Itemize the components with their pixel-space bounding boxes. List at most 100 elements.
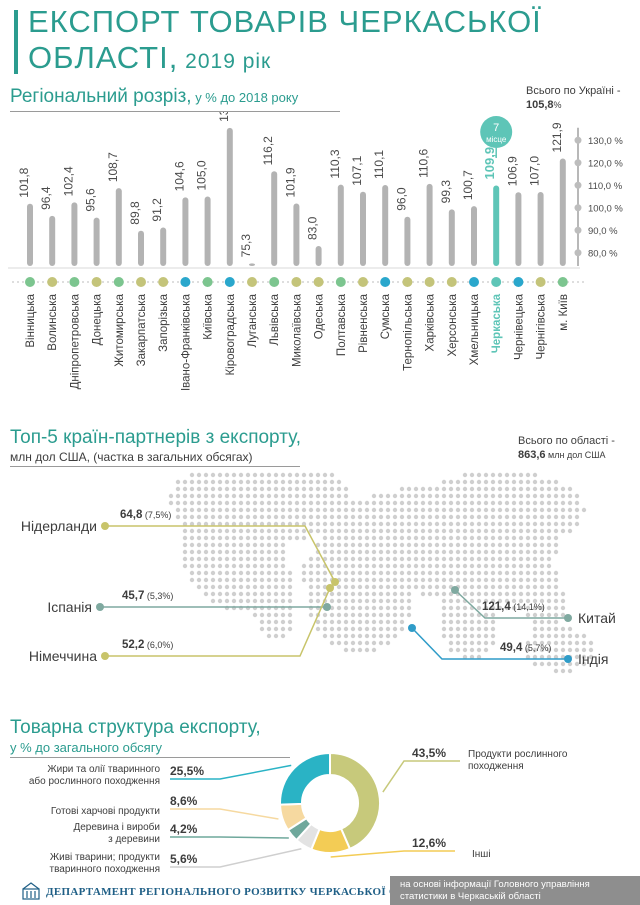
map-dot <box>196 507 202 513</box>
map-dot <box>427 493 433 499</box>
map-dot <box>210 535 216 541</box>
map-dot <box>546 661 552 667</box>
map-dot <box>532 535 538 541</box>
map-dot <box>287 514 293 520</box>
map-dot <box>392 584 398 590</box>
map-dot <box>525 521 531 527</box>
map-dot <box>462 605 468 611</box>
map-dot <box>406 570 412 576</box>
map-dot <box>539 619 545 625</box>
map-dot <box>455 486 461 492</box>
map-dot <box>406 542 412 548</box>
map-dot <box>574 654 580 660</box>
map-dot <box>588 640 594 646</box>
map-dot <box>266 479 272 485</box>
map-dot <box>343 598 349 604</box>
footer-source: на основі інформації Головного управлінн… <box>390 876 640 905</box>
map-dot <box>182 528 188 534</box>
bar <box>515 192 522 266</box>
map-dot <box>518 605 524 611</box>
map-dot <box>413 486 419 492</box>
map-dot <box>525 507 531 513</box>
map-dot <box>231 556 237 562</box>
map-dot <box>525 472 531 478</box>
map-dot <box>378 570 384 576</box>
region-dot <box>513 277 524 287</box>
partner-location-dot <box>323 603 331 611</box>
map-dot <box>392 570 398 576</box>
map-dot <box>413 535 419 541</box>
map-dot <box>511 528 517 534</box>
region-label: Полтавська <box>336 293 348 356</box>
map-dot <box>469 563 475 569</box>
map-dot <box>182 542 188 548</box>
map-dot <box>182 479 188 485</box>
map-dot <box>469 507 475 513</box>
map-dot <box>483 647 489 653</box>
map-dot <box>399 535 405 541</box>
map-dot <box>462 500 468 506</box>
map-dot <box>252 542 258 548</box>
map-dot <box>364 570 370 576</box>
map-dot <box>511 605 517 611</box>
map-dot <box>287 472 293 478</box>
map-dot <box>245 500 251 506</box>
map-dot <box>175 479 181 485</box>
map-dot <box>308 486 314 492</box>
map-dot <box>497 528 503 534</box>
map-dot <box>546 647 552 653</box>
map-dot <box>392 507 398 513</box>
map-dot <box>532 654 538 660</box>
map-dot <box>294 493 300 499</box>
map-dot <box>245 570 251 576</box>
map-dot <box>203 472 209 478</box>
map-dot <box>483 598 489 604</box>
map-dot <box>385 500 391 506</box>
map-dot <box>504 486 510 492</box>
map-dot <box>357 514 363 520</box>
map-dot <box>294 479 300 485</box>
map-dot <box>455 647 461 653</box>
map-dot <box>392 591 398 597</box>
map-dot <box>266 486 272 492</box>
map-dot <box>280 486 286 492</box>
map-dot <box>287 577 293 583</box>
map-dot <box>273 598 279 604</box>
regional-bar-chart: 101,8 Вінницька 96,4 Волинська 102,4 Дніпропе… <box>8 112 623 390</box>
map-dot <box>210 514 216 520</box>
map-dot <box>427 556 433 562</box>
map-dot <box>280 535 286 541</box>
map-dot <box>434 563 440 569</box>
map-dot <box>427 528 433 534</box>
map-dot <box>392 605 398 611</box>
map-dot <box>217 542 223 548</box>
map-dot <box>196 479 202 485</box>
map-dot <box>511 500 517 506</box>
map-dot <box>532 633 538 639</box>
map-dot <box>273 514 279 520</box>
map-dot <box>224 521 230 527</box>
map-dot <box>392 577 398 583</box>
map-dot <box>560 598 566 604</box>
map-dot <box>546 542 552 548</box>
map-dot <box>504 479 510 485</box>
map-dot <box>532 612 538 618</box>
map-dot <box>406 584 412 590</box>
map-dot <box>350 577 356 583</box>
partner-value: 52,2 (6,0%) <box>122 639 173 651</box>
map-dot <box>567 521 573 527</box>
map-dot <box>266 612 272 618</box>
map-dot <box>448 556 454 562</box>
map-dot <box>203 521 209 527</box>
map-dot <box>420 507 426 513</box>
map-dot <box>252 563 258 569</box>
map-dot <box>539 542 545 548</box>
map-dot <box>546 605 552 611</box>
map-dot <box>546 591 552 597</box>
map-dot <box>357 549 363 555</box>
region-dot <box>158 277 169 287</box>
map-dot <box>252 493 258 499</box>
map-dot <box>553 640 559 646</box>
map-dot <box>434 584 440 590</box>
map-dot <box>336 619 342 625</box>
